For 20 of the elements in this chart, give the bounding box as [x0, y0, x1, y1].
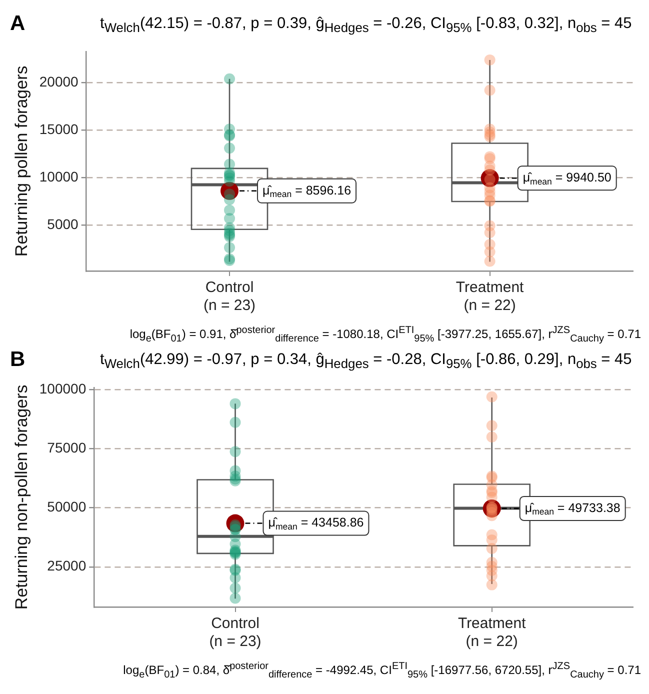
- y-tick-label: 5000: [47, 216, 79, 232]
- y-tick-label: 75000: [47, 440, 86, 456]
- y-tick-label: 10000: [39, 168, 79, 184]
- text: log$_{e}$(BF$_{01}$) = 0.84, δ̂$^{posterior}$$_{difference}$ = -4992.45, CI$^{ETI}$$_{95%}$ [-16977.56, 6720.55], r$^{JZS}$$_{Cauchy}$ = 0.71: [123, 661, 641, 680]
- text: log$_{e}$(BF$_{01}$) = 0.91, δ̂$^{posterior}$$_{difference}$ = -1080.18, CI$^{ETI}$$_{95%}$ [-3977.25, 1655.67], r$^{JZS}$$_{Cauchy}$ = 0.71: [130, 325, 641, 344]
- y-axis-title: Returning non-pollen foragers: [12, 384, 31, 610]
- x-tick-label: Control (n = 23): [203, 279, 256, 314]
- y-tick-label: 15000: [39, 120, 79, 137]
- y-tick-label: 50000: [47, 498, 86, 515]
- text: A: [10, 12, 26, 36]
- x-tick-label: Treatment (n = 22): [456, 279, 525, 314]
- y-tick-label: 25000: [47, 558, 86, 574]
- y-axis-title: Returning pollen foragers: [12, 66, 31, 257]
- chart-title: t$_{Welch}$(42.15) = -0.87, p = 0.39, ĝ$_{Hedges}$ = -0.26, CI$_{95%}$ [-0.83, 0.32], n$_{obs}$ = 45: [100, 15, 632, 36]
- y-tick-label: 20000: [39, 74, 79, 90]
- text: B: [10, 348, 26, 372]
- y-tick-label: 100000: [39, 380, 86, 397]
- chart-title: t$_{Welch}$(42.99) = -0.97, p = 0.34, ĝ$_{Hedges}$ = -0.28, CI$_{95%}$ [-0.86, 0.29], n$_{obs}$ = 45: [100, 351, 632, 372]
- x-tick-label: Control (n = 23): [209, 615, 262, 650]
- x-tick-label: Treatment (n = 22): [458, 615, 527, 650]
